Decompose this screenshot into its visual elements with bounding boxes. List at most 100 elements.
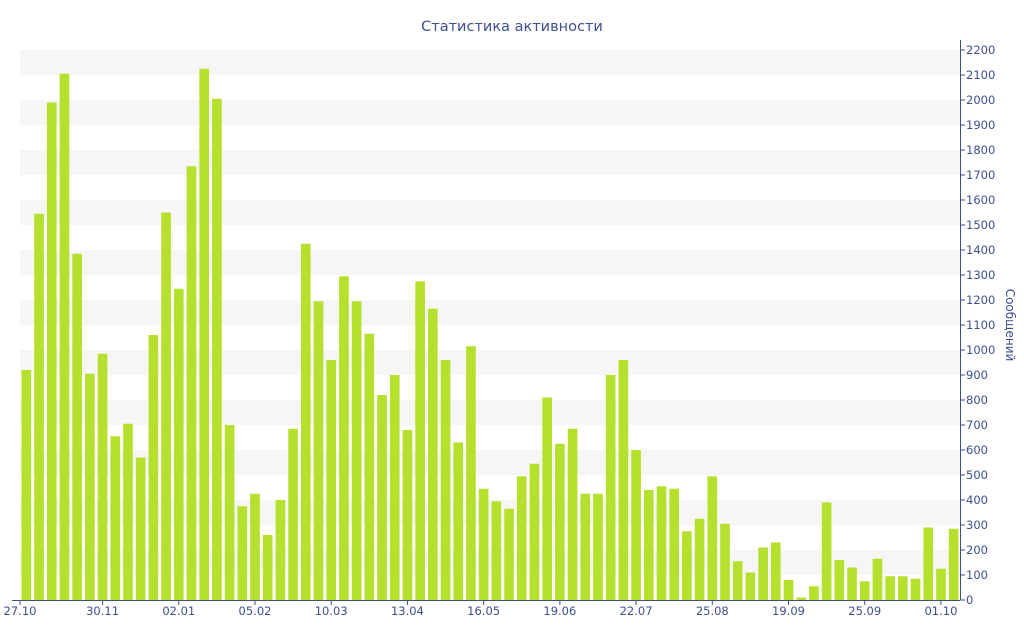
- x-axis-ticks: 27.10 30.11 02.01 05.02 10.03 13.04 16.05 19.06…: [4, 600, 957, 618]
- x-tick-label: 16.05: [467, 604, 500, 618]
- grid-band: [20, 150, 960, 175]
- bar: [948, 528, 959, 600]
- bar: [529, 463, 540, 600]
- y-tick-label: 1700: [966, 168, 995, 182]
- x-tick-label: 01.10: [924, 604, 957, 618]
- bar: [542, 397, 552, 600]
- bar: [821, 502, 832, 600]
- y-axis-ticks: 0 100 200 300 400 500 600 700 800 900 1000 1100 1200…: [960, 43, 995, 607]
- bar: [110, 436, 121, 600]
- x-tick-label: 27.10: [4, 604, 37, 618]
- y-tick-label: 800: [966, 393, 988, 407]
- bar: [567, 428, 578, 600]
- y-tick-label: 1800: [966, 143, 995, 157]
- x-tick-label: 30.11: [86, 604, 119, 618]
- bar: [770, 542, 781, 600]
- grid-band: [20, 300, 960, 325]
- y-tick-label: 2200: [966, 43, 995, 57]
- y-tick-label: 900: [966, 368, 988, 382]
- x-tick-label: 13.04: [391, 604, 424, 618]
- bar: [834, 560, 845, 600]
- bar: [758, 547, 768, 600]
- grid-band: [20, 200, 960, 225]
- bar: [669, 488, 680, 600]
- bar: [212, 98, 222, 600]
- bar: [46, 102, 57, 600]
- bar: [161, 212, 171, 600]
- bar: [288, 428, 298, 600]
- axes: [12, 40, 961, 601]
- bar: [402, 430, 413, 600]
- bar: [339, 276, 349, 600]
- bar: [923, 527, 934, 600]
- bar: [910, 578, 921, 600]
- bar: [85, 373, 95, 600]
- y-tick-label: 0: [966, 593, 973, 607]
- bar: [745, 572, 756, 600]
- grid-band: [20, 100, 960, 125]
- bar: [326, 360, 337, 600]
- bar: [224, 425, 235, 600]
- bar: [872, 558, 883, 600]
- y-tick-label: 500: [966, 468, 988, 482]
- background-bands: [20, 50, 960, 575]
- bar: [618, 360, 629, 600]
- bar: [732, 561, 743, 600]
- bar: [428, 308, 438, 600]
- grid-band: [20, 350, 960, 375]
- y-tick-label: 2000: [966, 93, 995, 107]
- bar: [135, 457, 146, 600]
- bar: [34, 213, 44, 600]
- y-tick-label: 1600: [966, 193, 995, 207]
- bar: [389, 375, 400, 600]
- bar: [936, 568, 946, 600]
- bar: [262, 535, 273, 600]
- y-tick-label: 700: [966, 418, 988, 432]
- x-tick-label: 22.07: [620, 604, 653, 618]
- bar: [313, 301, 324, 600]
- bar: [351, 301, 362, 600]
- grid-band: [20, 50, 960, 75]
- grid-band: [20, 550, 960, 575]
- y-tick-label: 2100: [966, 68, 995, 82]
- bar: [59, 73, 70, 600]
- bar: [504, 508, 514, 600]
- bar: [656, 486, 667, 600]
- x-tick-label: 19.06: [543, 604, 576, 618]
- bar: [97, 353, 108, 600]
- bar: [859, 581, 870, 600]
- x-tick-label: 02.01: [162, 604, 195, 618]
- x-tick-label: 25.08: [696, 604, 729, 618]
- y-tick-label: 600: [966, 443, 988, 457]
- bar: [847, 567, 857, 600]
- y-tick-label: 100: [966, 568, 988, 582]
- y-tick-label: 1000: [966, 343, 995, 357]
- bar: [809, 586, 819, 600]
- bar: [682, 531, 692, 600]
- bar: [631, 450, 641, 600]
- grid-band: [20, 450, 960, 475]
- bar: [555, 443, 565, 600]
- bar: [377, 395, 387, 600]
- x-tick-label: 05.02: [239, 604, 272, 618]
- bar: [148, 335, 159, 600]
- y-tick-label: 1400: [966, 243, 995, 257]
- y-tick-label: 1500: [966, 218, 995, 232]
- bar: [364, 333, 375, 600]
- bar: [491, 501, 502, 600]
- bar: [516, 476, 527, 600]
- bar: [720, 523, 730, 600]
- y-tick-label: 1900: [966, 118, 995, 132]
- grid-band: [20, 500, 960, 525]
- bar: [885, 576, 895, 600]
- bar: [199, 68, 210, 600]
- bar: [250, 493, 260, 600]
- y-tick-label: 1200: [966, 293, 995, 307]
- bar: [72, 253, 82, 600]
- y-tick-label: 400: [966, 493, 988, 507]
- bar: [898, 576, 908, 600]
- bar: [605, 375, 616, 600]
- y-tick-label: 1300: [966, 268, 995, 282]
- x-tick-label: 10.03: [315, 604, 348, 618]
